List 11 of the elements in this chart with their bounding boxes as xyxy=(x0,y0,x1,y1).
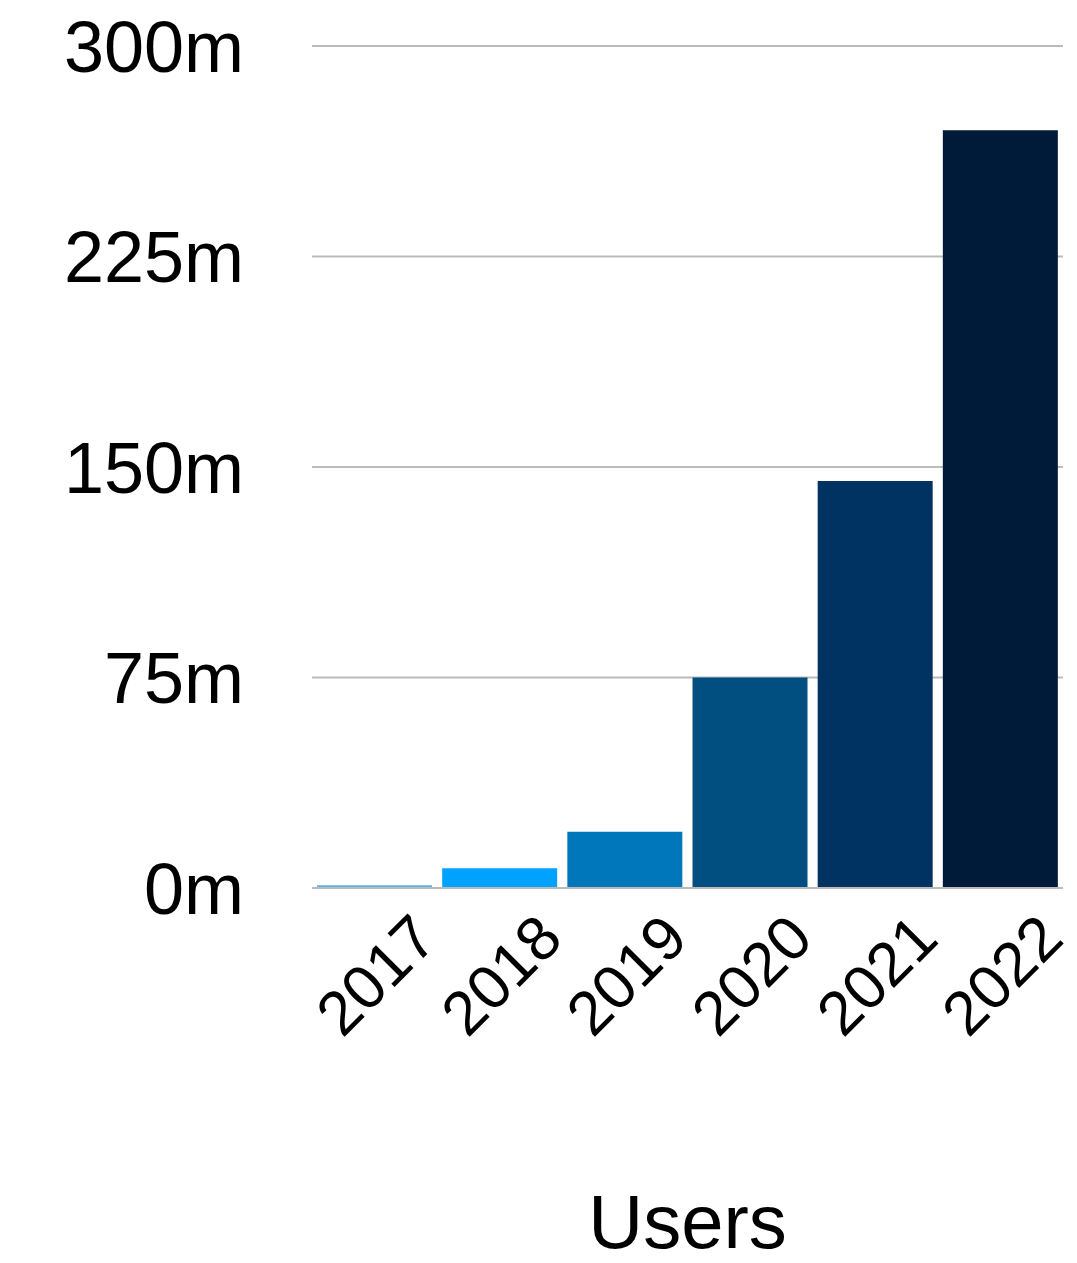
y-tick-label: 300m xyxy=(63,6,244,87)
y-tick-label: 75m xyxy=(103,638,244,719)
bar xyxy=(567,831,683,888)
x-axis-title: Users xyxy=(588,1179,787,1263)
y-tick-label: 225m xyxy=(63,217,244,298)
bar xyxy=(692,677,808,888)
y-tick-label: 0m xyxy=(143,848,244,929)
bar xyxy=(817,481,933,888)
bar xyxy=(442,868,558,888)
bar xyxy=(942,130,1058,888)
y-tick-label: 150m xyxy=(63,427,244,508)
